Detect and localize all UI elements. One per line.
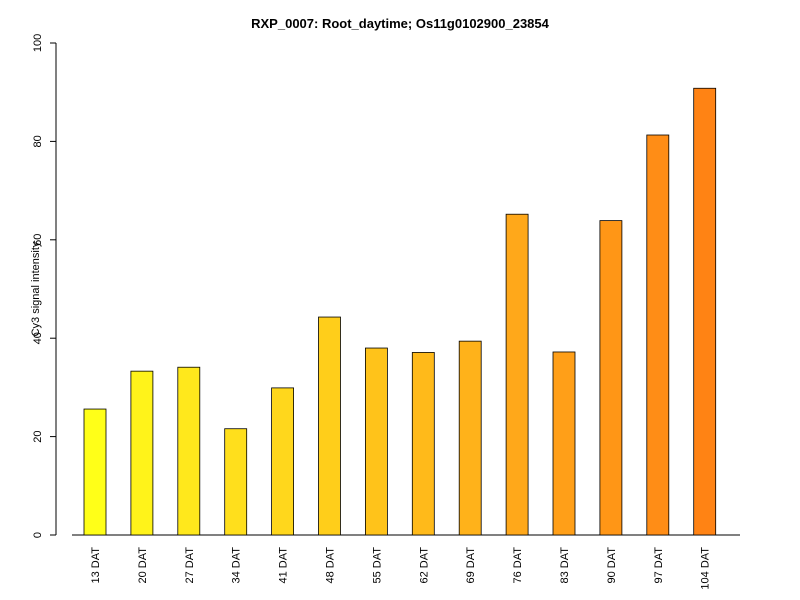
bar-13-dat xyxy=(83,408,107,536)
x-tick-label: 13 DAT xyxy=(90,547,102,584)
y-tick-label: 0 xyxy=(32,532,44,538)
y-tick-label: 20 xyxy=(32,430,44,442)
bar-55-dat xyxy=(364,347,388,536)
x-tick-label: 34 DAT xyxy=(231,547,243,584)
bar-76-dat xyxy=(505,213,529,536)
bar-34-dat xyxy=(224,428,248,536)
bar-104-dat xyxy=(693,87,717,536)
x-axis-tick-labels: 13 DAT 20 DAT 27 DAT 34 DAT 41 DAT 48 DAT 55 D… xyxy=(90,547,712,590)
x-tick-label: 83 DAT xyxy=(559,547,571,584)
bar-62-dat xyxy=(411,352,435,536)
x-tick-label: 41 DAT xyxy=(278,547,290,584)
y-tick-label: 100 xyxy=(32,34,44,52)
bar-97-dat xyxy=(646,134,670,536)
chart-title: RXP_0007: Root_daytime; Os11g0102900_238… xyxy=(251,16,550,31)
bar-48-dat xyxy=(318,316,341,536)
x-tick-label: 104 DAT xyxy=(700,547,712,590)
x-tick-label: 48 DAT xyxy=(325,547,337,584)
y-tick-label: 40 xyxy=(32,332,44,344)
bar-69-dat xyxy=(458,340,482,536)
bar-90-dat xyxy=(599,220,623,536)
x-tick-label: 76 DAT xyxy=(512,547,524,584)
x-tick-label: 90 DAT xyxy=(606,547,618,584)
bar-20-dat xyxy=(130,370,154,536)
y-axis-ticks: 0 20 40 60 80 100 xyxy=(32,34,56,538)
bar-27-dat xyxy=(177,366,201,536)
bar-83-dat xyxy=(552,351,576,536)
bar-41-dat xyxy=(271,387,295,536)
x-tick-label: 20 DAT xyxy=(137,547,149,584)
y-axis-label: Cy3 signal intensity xyxy=(30,241,42,336)
x-tick-label: 27 DAT xyxy=(184,547,196,584)
x-tick-label: 97 DAT xyxy=(653,547,665,584)
y-tick-label: 60 xyxy=(32,234,44,246)
x-tick-label: 55 DAT xyxy=(371,547,383,584)
y-tick-label: 80 xyxy=(32,135,44,147)
bars-group xyxy=(83,87,717,536)
x-tick-label: 62 DAT xyxy=(418,547,430,584)
x-tick-label: 69 DAT xyxy=(465,547,477,584)
